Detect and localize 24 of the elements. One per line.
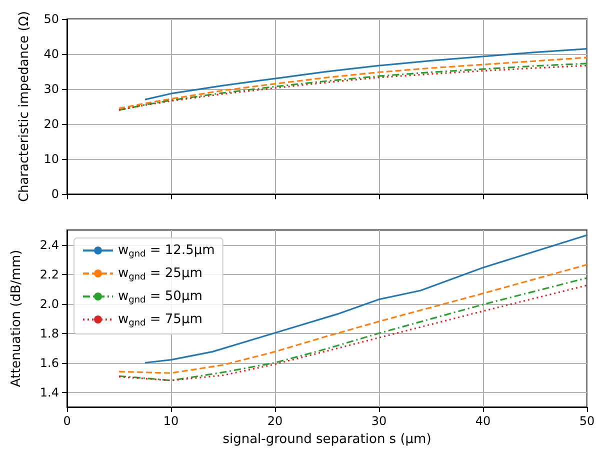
y-axis-title: Attenuation (dB/mm) <box>9 250 24 388</box>
y-tick-label: 30 <box>44 82 59 96</box>
y-tick-label: 50 <box>44 12 59 26</box>
y-tick-label: 1.6 <box>40 356 59 370</box>
y-tick-label: 10 <box>44 152 59 166</box>
line-series <box>118 264 588 374</box>
y-tick-label: 20 <box>44 117 59 132</box>
x-tick-label: 40 <box>475 414 491 428</box>
x-tick-label: 30 <box>371 414 387 428</box>
x-tick-label: 10 <box>163 414 179 428</box>
y-tick-label: 2.2 <box>40 267 59 282</box>
y-axis-title: Characteristic impedance (Ω) <box>17 11 32 202</box>
x-axis-title: signal-ground separation s (μm) <box>222 432 432 447</box>
line-series <box>144 48 588 100</box>
line-series <box>144 234 588 364</box>
y-tick-label: 2.0 <box>40 296 59 311</box>
x-tick-label: 0 <box>63 414 71 428</box>
x-tick-label: 50 <box>579 414 595 428</box>
y-tick-label: 0 <box>51 187 59 202</box>
y-tick-label: 1.8 <box>40 326 59 340</box>
y-tick-label: 1.4 <box>40 385 59 400</box>
x-tick-label: 20 <box>267 414 283 428</box>
y-tick-label: 40 <box>44 47 59 62</box>
y-tick-label: 2.4 <box>40 238 59 252</box>
